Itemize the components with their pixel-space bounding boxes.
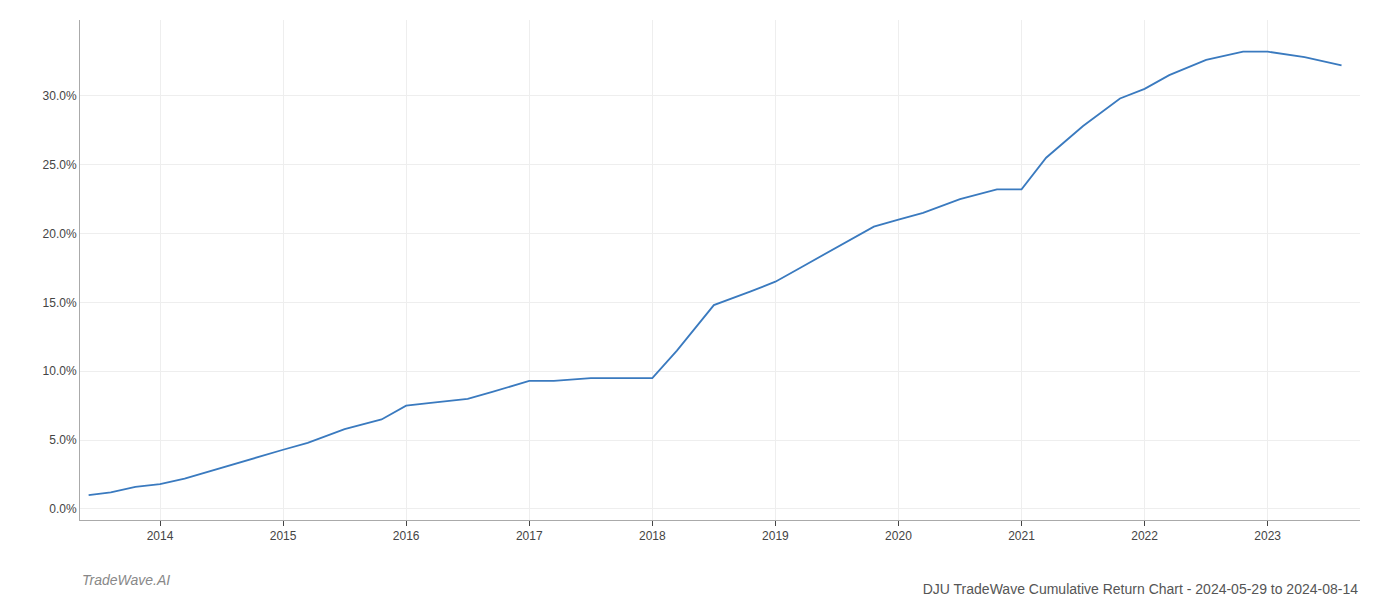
svg-text:5.0%: 5.0%	[49, 433, 77, 447]
svg-text:2014: 2014	[147, 529, 174, 543]
svg-text:2018: 2018	[639, 529, 666, 543]
svg-text:30.0%: 30.0%	[43, 89, 77, 103]
svg-text:0.0%: 0.0%	[49, 502, 77, 516]
svg-text:15.0%: 15.0%	[43, 296, 77, 310]
svg-text:25.0%: 25.0%	[43, 158, 77, 172]
svg-text:20.0%: 20.0%	[43, 227, 77, 241]
svg-text:2017: 2017	[516, 529, 543, 543]
svg-text:2022: 2022	[1131, 529, 1158, 543]
svg-text:2023: 2023	[1254, 529, 1281, 543]
svg-text:DJU TradeWave Cumulative Retur: DJU TradeWave Cumulative Return Chart - …	[923, 581, 1358, 597]
svg-text:2015: 2015	[270, 529, 297, 543]
svg-text:2021: 2021	[1008, 529, 1035, 543]
svg-text:2020: 2020	[885, 529, 912, 543]
svg-text:TradeWave.AI: TradeWave.AI	[82, 572, 170, 588]
svg-text:2016: 2016	[393, 529, 420, 543]
svg-text:10.0%: 10.0%	[43, 364, 77, 378]
svg-text:2019: 2019	[762, 529, 789, 543]
